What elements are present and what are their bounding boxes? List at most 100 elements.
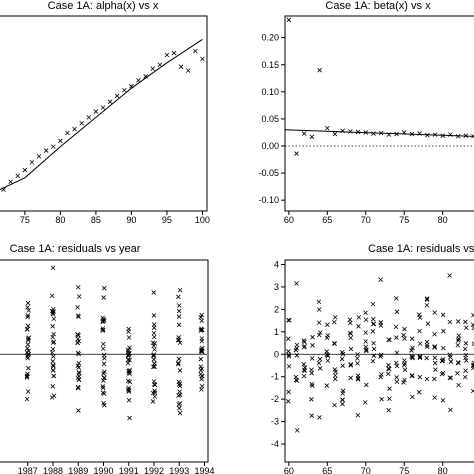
residuals-x-point xyxy=(287,318,292,323)
residuals-year-x-tick-label: 1991 xyxy=(119,466,139,474)
residuals-year-point xyxy=(177,401,183,406)
residuals-year-point xyxy=(176,314,182,319)
residuals-year-point xyxy=(177,389,182,394)
residuals-x-point-stroke-b xyxy=(432,376,437,382)
residuals-x-point xyxy=(332,367,338,372)
beta-point xyxy=(340,128,345,134)
beta-point xyxy=(448,132,453,137)
residuals-x-point-stroke-b xyxy=(386,366,392,372)
residuals-x-point xyxy=(441,328,446,334)
beta-point-stroke-b xyxy=(417,131,422,136)
residuals-year-point xyxy=(50,324,55,329)
residuals-year-point xyxy=(51,339,57,345)
alpha-x-tick-label: 90 xyxy=(126,215,136,225)
beta-y-tick-label: -0.10 xyxy=(258,195,279,205)
residuals-x-point xyxy=(370,321,376,327)
panel-alpha-frame xyxy=(0,15,208,212)
residuals-year-point-stroke-b xyxy=(198,356,204,362)
residuals-x-point xyxy=(456,336,461,342)
residuals-year-point-stroke-b xyxy=(102,356,107,361)
residuals-x-point xyxy=(432,376,437,382)
residuals-x-point-stroke-b xyxy=(393,324,399,330)
residuals-x-y-tick-label: 4 xyxy=(274,259,279,269)
residuals-x-point-stroke-b xyxy=(402,326,407,332)
residuals-x-point xyxy=(439,358,445,364)
alpha-point xyxy=(143,74,148,79)
alpha-point-stroke-b xyxy=(178,64,184,69)
residuals-x-point xyxy=(371,346,377,352)
residuals-x-point xyxy=(448,375,454,381)
residuals-year-x-tick-label: 1993 xyxy=(169,466,189,474)
residuals-x-point-stroke-b xyxy=(301,367,307,373)
beta-x-tick-label: 70 xyxy=(361,215,371,225)
residuals-x-x-tick-label: 80 xyxy=(438,466,448,474)
residuals-x-point-stroke-b xyxy=(417,374,423,380)
residuals-year-point-stroke-b xyxy=(101,361,107,366)
residuals-x-point-stroke-b xyxy=(348,331,354,336)
residuals-x-y-tick-label: 1 xyxy=(274,327,279,337)
alpha-point xyxy=(50,144,56,149)
residuals-x-point-stroke-b xyxy=(440,398,446,403)
residuals-x-point-stroke-b xyxy=(410,394,415,400)
residuals-year-point-stroke-b xyxy=(176,360,181,366)
residuals-x-point-stroke-b xyxy=(332,402,337,408)
residuals-x-point xyxy=(432,345,437,350)
residuals-x-point xyxy=(339,356,345,362)
residuals-x-point xyxy=(387,396,392,401)
alpha-point xyxy=(193,48,198,54)
residuals-year-point-stroke-b xyxy=(51,331,56,337)
residuals-x-point xyxy=(394,375,399,380)
residuals-x-point-stroke-b xyxy=(424,376,430,382)
residuals-year-point xyxy=(25,305,30,310)
residuals-x-point-stroke-b xyxy=(363,310,368,316)
residuals-x-point-stroke-b xyxy=(379,372,384,377)
residuals-year-point xyxy=(126,350,132,356)
residuals-x-point-stroke-b xyxy=(470,389,474,394)
residuals-year-point xyxy=(51,354,56,359)
residuals-year-point xyxy=(50,368,56,373)
alpha-point xyxy=(65,130,70,136)
residuals-x-point xyxy=(432,344,438,349)
residuals-year-point xyxy=(151,330,157,336)
residuals-x-point-stroke-b xyxy=(455,342,461,348)
residuals-year-point xyxy=(177,287,183,293)
beta-y-tick-label: -0.05 xyxy=(258,168,279,178)
residuals-x-point-stroke-b xyxy=(301,373,307,379)
residuals-year-point xyxy=(25,313,31,318)
residuals-x-point xyxy=(310,334,315,340)
residuals-x-point-stroke-b xyxy=(447,352,453,357)
residuals-x-point-stroke-b xyxy=(348,375,353,381)
residuals-x-point xyxy=(440,312,446,318)
residuals-year-point xyxy=(176,303,182,308)
residuals-year-point xyxy=(51,309,56,314)
residuals-x-point xyxy=(456,338,461,343)
residuals-x-point-stroke-b xyxy=(394,309,400,315)
residuals-x-point xyxy=(432,355,438,361)
panel-beta-points-group xyxy=(286,17,474,156)
beta-point xyxy=(440,133,445,138)
alpha-point xyxy=(93,109,99,114)
residuals-x-point-stroke-b xyxy=(316,299,322,305)
residuals-x-point-stroke-b xyxy=(464,358,469,363)
residuals-x-point-stroke-b xyxy=(410,345,415,351)
residuals-x-point xyxy=(402,336,407,341)
residuals-x-point xyxy=(432,310,437,315)
residuals-x-x-tick-label: 70 xyxy=(361,466,371,474)
residuals-x-point-stroke-b xyxy=(394,363,400,369)
residuals-x-y-tick-label: -1 xyxy=(271,372,279,382)
residuals-year-point-stroke-b xyxy=(150,399,156,404)
residuals-x-point-stroke-b xyxy=(339,350,345,355)
residuals-x-point xyxy=(409,373,415,379)
residuals-x-point-stroke-b xyxy=(286,389,291,395)
residuals-x-point xyxy=(363,344,369,350)
residuals-year-point-stroke-b xyxy=(50,362,56,368)
residuals-year-point-stroke-b xyxy=(151,379,157,384)
residuals-x-point xyxy=(294,428,300,433)
residuals-x-point-stroke-b xyxy=(285,336,291,341)
beta-point-stroke-b xyxy=(471,135,474,139)
alpha-point xyxy=(157,62,163,68)
residuals-year-point xyxy=(198,315,204,320)
residuals-x-point xyxy=(348,331,354,336)
residuals-year-point-stroke-b xyxy=(127,345,132,350)
residuals-x-point xyxy=(340,397,345,403)
